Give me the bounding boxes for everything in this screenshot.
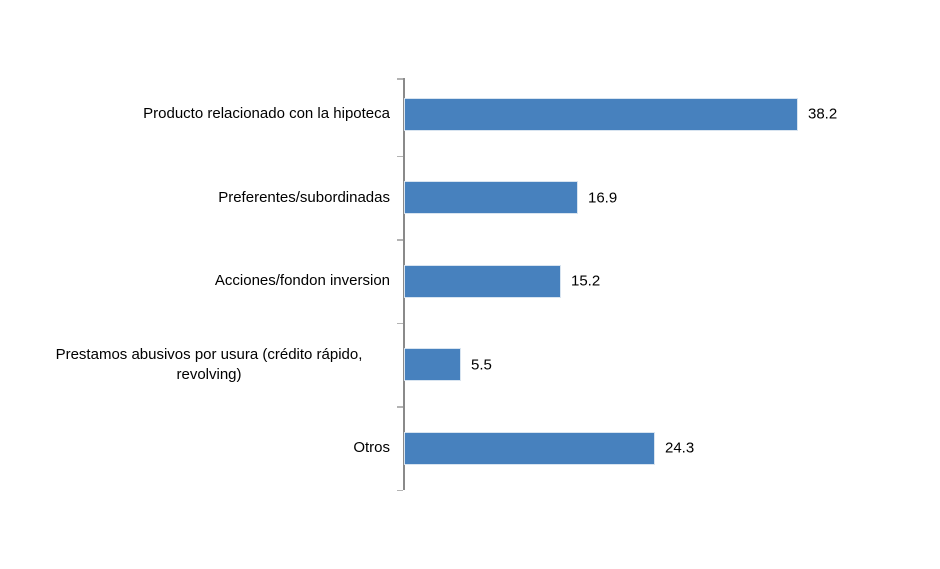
value-label: 15.2 bbox=[571, 272, 601, 290]
category-label-text: Acciones/fondon inversion bbox=[214, 271, 390, 289]
category-label-text: Otros bbox=[353, 438, 390, 456]
axis-tick-mark bbox=[397, 239, 403, 241]
axis-tick-mark bbox=[397, 78, 403, 80]
axis-tick-mark bbox=[397, 489, 403, 491]
category-label: Producto relacionado con la hipoteca bbox=[0, 104, 390, 124]
category-label: Preferentes/subordinadas bbox=[0, 187, 390, 207]
value-label: 16.9 bbox=[588, 189, 618, 206]
category-label: Prestamos abusivos por usura (crédito rá… bbox=[0, 344, 390, 385]
value-label: 38.2 bbox=[808, 105, 838, 123]
category-label-text: Producto relacionado con la hipoteca bbox=[143, 104, 390, 122]
bar bbox=[404, 431, 655, 465]
value-label: 24.3 bbox=[665, 439, 695, 457]
category-axis-line bbox=[403, 78, 405, 490]
axis-tick-mark bbox=[397, 155, 403, 158]
category-label-text: Prestamos abusivos por usura (crédito rá… bbox=[55, 345, 363, 383]
value-label: 5.5 bbox=[471, 356, 492, 373]
bar bbox=[404, 348, 461, 381]
axis-tick-mark bbox=[397, 322, 403, 325]
category-label: Acciones/fondon inversion bbox=[0, 271, 390, 291]
bar bbox=[404, 264, 561, 298]
category-label: Otros bbox=[0, 438, 390, 458]
axis-tick-mark bbox=[397, 406, 403, 408]
category-label-text: Preferentes/subordinadas bbox=[218, 188, 390, 206]
bar bbox=[404, 181, 578, 214]
bar bbox=[404, 97, 798, 131]
